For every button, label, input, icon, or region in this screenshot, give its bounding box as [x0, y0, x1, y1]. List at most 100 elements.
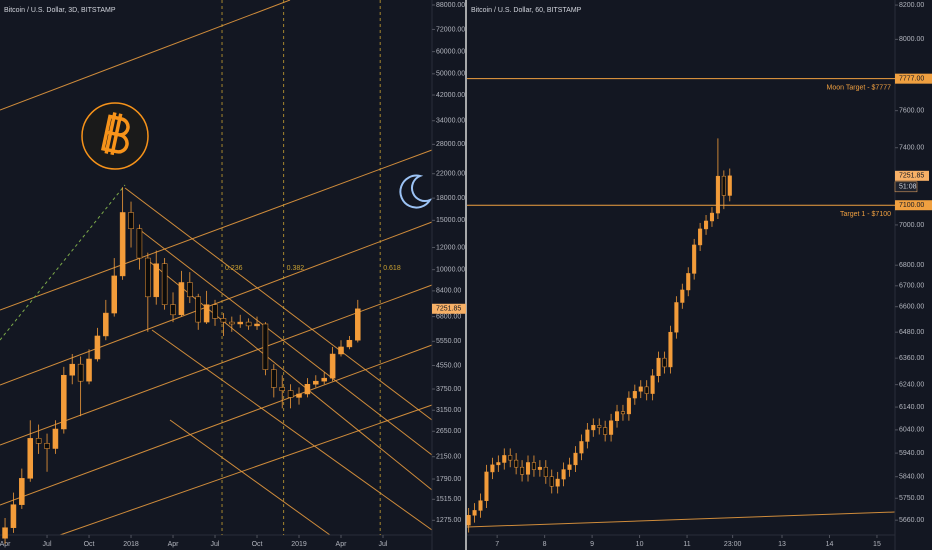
trend-line: [59, 404, 433, 536]
candle-body: [271, 369, 277, 388]
candle-body: [478, 500, 483, 511]
y-tick-label: 42000.00: [436, 92, 465, 99]
x-tick-label: Oct: [252, 541, 263, 548]
candle-body: [187, 282, 193, 298]
y-tick-label: 1790.00: [436, 476, 461, 483]
price-tag: [895, 73, 932, 84]
right-drawings: [466, 511, 896, 528]
candle-body: [161, 263, 168, 305]
candle-body: [44, 443, 50, 449]
y-tick-label: 4550.00: [436, 362, 461, 369]
chart-panel: 88000.00 72000.00 60000.00 50000.00 42000.00…: [0, 0, 466, 550]
y-tick-label: 50000.00: [436, 71, 465, 78]
candle-body: [603, 427, 608, 435]
candle-body: [35, 438, 42, 444]
candle-body: [254, 323, 260, 327]
fib-label: 0.236: [225, 265, 243, 272]
chart-panel: 8200.00 8000.00 7600.00 7400.00 7000.00 6800.…: [466, 0, 932, 550]
candle-body: [686, 273, 691, 291]
x-tick-label: 23:00: [724, 541, 742, 548]
candle-body: [644, 386, 649, 394]
y-tick-label: 34000.00: [436, 118, 465, 125]
bitcoin-symbol: [101, 112, 130, 156]
trend-line: [466, 511, 896, 528]
trend-line: [0, 344, 433, 506]
candle-body: [656, 357, 661, 377]
y-tick-label: 10000.00: [436, 267, 465, 274]
y-tick-label: 6700.00: [899, 283, 924, 290]
candle-body: [520, 466, 525, 475]
y-tick-label: 2150.00: [436, 454, 461, 461]
candle-body: [490, 464, 495, 473]
candle-body: [555, 478, 560, 487]
candle-body: [19, 478, 25, 505]
fib-label: 0.618: [383, 265, 401, 272]
candle-body: [212, 304, 218, 319]
fan-line: [169, 419, 331, 536]
countdown: 51:08: [899, 184, 917, 191]
x-tick-label: 11: [683, 541, 690, 548]
y-tick-label: 5940.00: [899, 450, 924, 457]
candle-body: [674, 302, 679, 333]
candle-body: [549, 476, 554, 487]
fan-line: [139, 229, 433, 456]
candle-body: [650, 375, 655, 394]
candle-body: [698, 228, 703, 246]
candle-body: [262, 323, 269, 370]
candle-body: [525, 462, 531, 475]
y-tick-label: 6040.00: [899, 427, 924, 434]
candle-body: [466, 515, 471, 526]
candle-body: [103, 312, 109, 337]
candle-body: [27, 438, 34, 479]
candle-body: [304, 384, 311, 395]
candle-body: [346, 339, 353, 348]
candle-body: [287, 390, 294, 398]
x-tick-label: 14: [826, 541, 834, 548]
candle-body: [170, 304, 176, 316]
candle-body: [178, 282, 185, 316]
candle-body: [638, 386, 643, 392]
y-tick-label: 5550.00: [436, 338, 461, 345]
candle-body: [203, 304, 210, 323]
x-tick-label: Jul: [211, 541, 220, 548]
x-tick-label: Jul: [379, 541, 388, 548]
candle-body: [692, 244, 697, 274]
moon-icon: [399, 174, 433, 209]
trend-line: [0, 149, 433, 311]
candle-body: [561, 469, 566, 480]
last-price-label: 7251.85: [436, 306, 461, 313]
candle-body: [727, 175, 732, 196]
candle-body: [508, 455, 513, 461]
y-tick-label: 1275.00: [436, 517, 461, 524]
candle-body: [709, 212, 715, 222]
y-tick-label: 2650.00: [436, 428, 461, 435]
y-tick-label: 3750.00: [436, 386, 461, 393]
x-tick-label: Jul: [43, 541, 52, 548]
candle-body: [128, 212, 134, 229]
x-tick-label: Oct: [84, 541, 95, 548]
candle-body: [237, 321, 243, 325]
trend-line: [0, 0, 291, 111]
candle-body: [626, 397, 631, 415]
x-tick-label: Apr: [336, 541, 348, 548]
y-tick-label: 6240.00: [899, 381, 924, 388]
chart-title: Bitcoin / U.S. Dollar, 60, BITSTAMP: [471, 7, 582, 14]
x-tick-label: 13: [778, 541, 786, 548]
candle-body: [609, 420, 614, 435]
candle-body: [662, 357, 667, 368]
candle-body: [136, 228, 143, 259]
candle-body: [668, 331, 673, 368]
y-tick-label: 6480.00: [899, 329, 924, 336]
candle-body: [195, 296, 201, 323]
candle-body: [86, 358, 92, 382]
candle-body: [229, 321, 235, 325]
y-tick-label: 18000.00: [436, 195, 465, 202]
candle-body: [715, 175, 720, 214]
y-tick-label: 5660.00: [899, 517, 924, 524]
x-tick-label: 9: [590, 541, 594, 548]
y-tick-label: 7400.00: [899, 145, 924, 152]
fan-line: [124, 187, 433, 421]
candle-body: [355, 308, 361, 341]
y-tick-label: 88000.00: [436, 2, 465, 9]
candle-body: [296, 393, 302, 398]
